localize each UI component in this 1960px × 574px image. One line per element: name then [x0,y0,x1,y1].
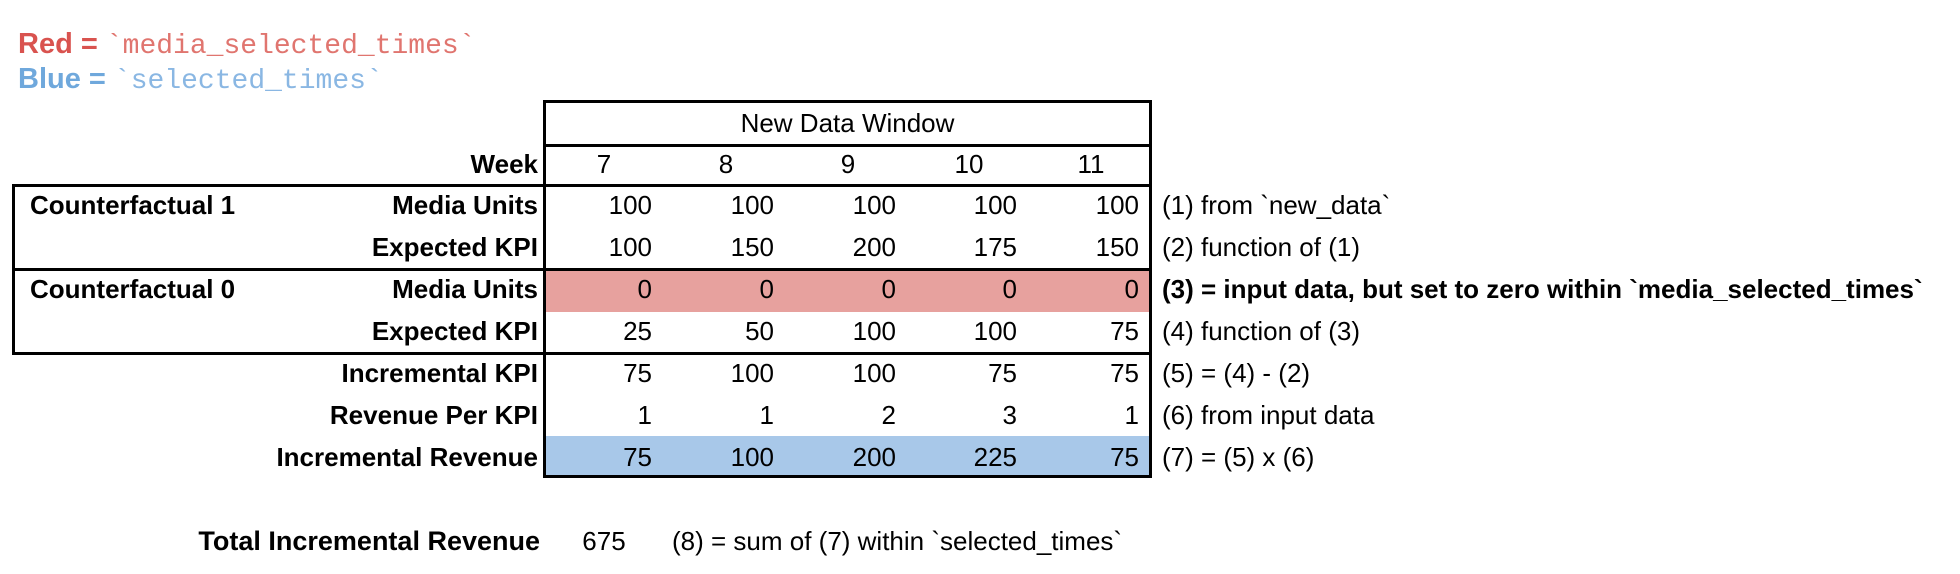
data-cell: 150 [1095,232,1139,262]
data-cell: 2 [881,400,896,430]
data-cell: 100 [852,190,896,220]
data-cell: 0 [637,274,652,304]
data-cell: 75 [1110,316,1139,346]
data-cell: 200 [852,442,896,472]
data-cell: 225 [973,442,1017,472]
data-cell: 75 [623,442,652,472]
counterfactual-split-border [12,268,1152,271]
row-label: Media Units [392,190,538,220]
legend-blue-prefix: Blue = [18,63,114,95]
row-label: Expected KPI [371,232,538,262]
data-cell: 75 [1110,442,1139,472]
week-header-cell: 7 [596,149,612,179]
data-cell: 1 [637,400,652,430]
blue-highlight-row [546,436,1149,475]
data-cell: 25 [623,316,652,346]
data-cell: 200 [852,232,896,262]
row-label: Expected KPI [371,316,538,346]
data-cell: 0 [759,274,774,304]
legend-blue-code: `selected_times` [113,66,383,97]
table-header-title: New Data Window [740,108,955,138]
legend-red-line: Red = `media_selected_times` [18,24,476,64]
data-cell: 100 [852,316,896,346]
data-cell: 75 [1110,358,1139,388]
data-cell: 0 [881,274,896,304]
row-annotation: (6) from input data [1162,400,1375,430]
week-row-label: Week [470,149,538,179]
data-cell: 100 [730,358,774,388]
data-cell: 75 [623,358,652,388]
data-cell: 175 [973,232,1017,262]
data-table-frame [543,100,1152,478]
data-cell: 150 [730,232,774,262]
row-label: Incremental KPI [341,358,538,388]
legend-red-code: `media_selected_times` [105,31,476,62]
data-cell: 100 [1095,190,1139,220]
data-cell: 100 [973,316,1017,346]
counterfactual0-bottom-border [12,352,1152,355]
total-annotation: (8) = sum of (7) within `selected_times` [672,526,1123,556]
data-cell: 0 [1124,274,1139,304]
week-header-cell: 8 [718,149,734,179]
data-cell: 50 [745,316,774,346]
data-cell: 100 [973,190,1017,220]
total-label: Total Incremental Revenue [198,526,540,556]
data-cell: 100 [608,232,652,262]
data-cell: 1 [1124,400,1139,430]
data-cell: 1 [759,400,774,430]
row-label: Incremental Revenue [276,442,538,472]
row-annotation: (5) = (4) - (2) [1162,358,1311,388]
group-label-counterfactual-0: Counterfactual 0 [30,274,236,304]
row-annotation: (3) = input data, but set to zero within… [1162,274,1923,304]
row-annotation: (7) = (5) x (6) [1162,442,1315,472]
data-cell: 75 [988,358,1017,388]
week-header-cell: 10 [954,149,984,179]
data-cell: 0 [1002,274,1017,304]
row-label: Media Units [392,274,538,304]
week-row-bottom-border [12,184,1152,187]
legend-red-prefix: Red = [18,28,106,60]
data-cell: 3 [1002,400,1017,430]
group-label-counterfactual-1: Counterfactual 1 [30,190,236,220]
row-label: Revenue Per KPI [329,400,538,430]
red-highlight-row [546,271,1149,312]
legend-blue-line: Blue = `selected_times` [18,59,383,99]
data-cell: 100 [730,190,774,220]
week-header-cell: 11 [1077,149,1105,179]
total-value: 675 [582,526,626,556]
left-boxes-border [12,184,15,355]
row-annotation: (4) function of (3) [1162,316,1360,346]
row-annotation: (2) function of (1) [1162,232,1360,262]
data-cell: 100 [608,190,652,220]
row-annotation: (1) from `new_data` [1162,190,1391,220]
data-cell: 100 [852,358,896,388]
header-bottom-border [543,144,1152,147]
data-cell: 100 [730,442,774,472]
week-header-cell: 9 [840,149,856,179]
